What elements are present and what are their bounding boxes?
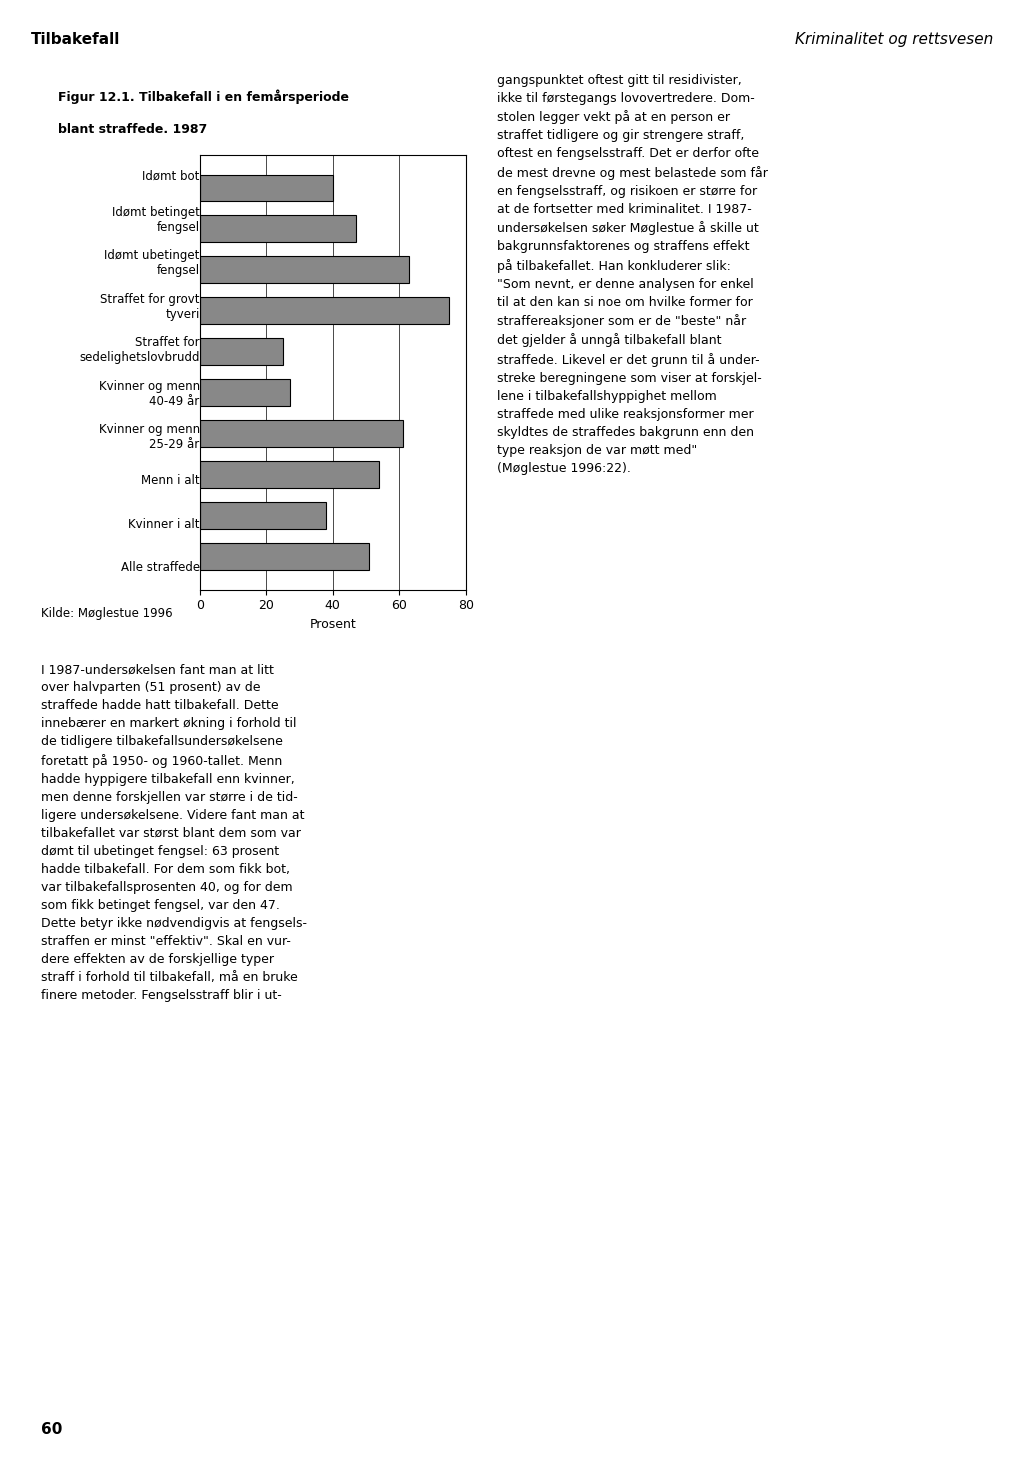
Bar [200,215,356,242]
Text: Kriminalitet og rettsvesen: Kriminalitet og rettsvesen [795,32,993,47]
Text: Idømt ubetinget
fengsel: Idømt ubetinget fengsel [104,249,200,277]
Text: blant straffede. 1987: blant straffede. 1987 [58,124,207,136]
Bar [200,256,410,283]
Text: Alle straffede: Alle straffede [121,562,200,575]
Text: Idømt betinget
fengsel: Idømt betinget fengsel [112,206,200,234]
Bar [200,544,370,570]
Text: Straffet for
sedelighetslovbrudd: Straffet for sedelighetslovbrudd [79,336,200,364]
Bar [200,503,326,529]
Text: 60: 60 [41,1422,62,1437]
Text: Menn i alt: Menn i alt [141,475,200,488]
Bar [200,298,450,324]
X-axis label: Prosent: Prosent [309,618,356,631]
Text: gangspunktet oftest gitt til residivister,
ikke til førstegangs lovovertredere. : gangspunktet oftest gitt til residiviste… [497,74,768,475]
Text: Kvinner og menn
40-49 år: Kvinner og menn 40-49 år [98,380,200,408]
Bar [200,174,333,200]
Text: Straffet for grovt
tyveri: Straffet for grovt tyveri [100,293,200,321]
Text: Kvinner i alt: Kvinner i alt [128,517,200,531]
Bar [200,339,283,366]
Text: Tilbakefall: Tilbakefall [31,32,120,47]
Bar [200,420,402,447]
Bar [200,379,290,405]
Bar [200,461,380,488]
Text: I 1987-undersøkelsen fant man at litt
over halvparten (51 prosent) av de
straffe: I 1987-undersøkelsen fant man at litt ov… [41,663,307,1002]
Text: Kilde: Møglestue 1996: Kilde: Møglestue 1996 [41,607,173,619]
Text: Figur 12.1. Tilbakefall i en femårsperiode: Figur 12.1. Tilbakefall i en femårsperio… [58,90,349,103]
Text: Kvinner og menn
25-29 år: Kvinner og menn 25-29 år [98,423,200,451]
Text: Idømt bot: Idømt bot [142,170,200,183]
